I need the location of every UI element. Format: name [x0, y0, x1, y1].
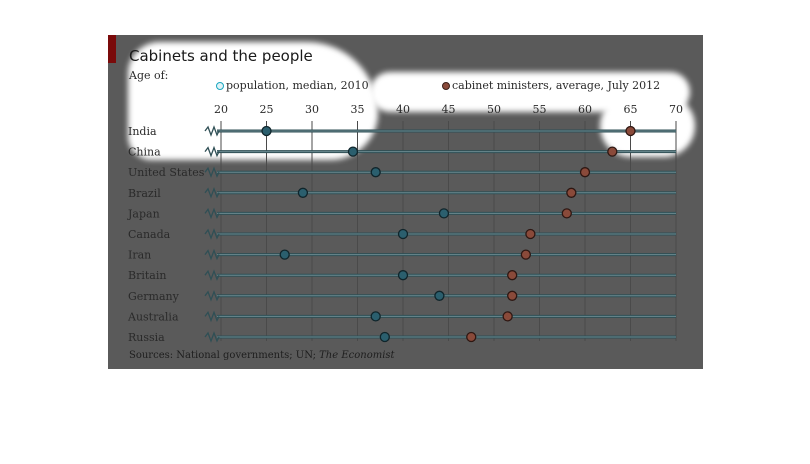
- legend-population-label: population, median, 2010: [226, 79, 369, 92]
- population-dot: [370, 311, 381, 322]
- row-label: China: [128, 146, 161, 159]
- row-label: United States: [128, 166, 205, 179]
- cabinet-dot: [502, 311, 513, 322]
- row-label: Britain: [128, 269, 166, 282]
- population-dot: [297, 187, 309, 198]
- row-label: India: [128, 125, 157, 138]
- zigzag-break-icon: [204, 289, 220, 302]
- row-label: Iran: [128, 249, 151, 262]
- zigzag-break-icon: [204, 331, 220, 343]
- x-tick-label: 20: [214, 103, 228, 116]
- cabinet-dot: [466, 331, 477, 343]
- chart-title: Cabinets and the people: [129, 47, 313, 65]
- cabinet-dot: [520, 249, 532, 260]
- x-tick-label: 45: [442, 103, 456, 116]
- population-dot: [347, 146, 359, 157]
- cabinet-dot: [525, 228, 536, 240]
- row-label: Russia: [128, 331, 165, 344]
- zigzag-break-icon: [204, 228, 220, 240]
- population-dot: [370, 167, 381, 178]
- population-dot: [438, 208, 450, 219]
- source-prefix: Sources: National governments; UN;: [129, 350, 320, 361]
- legend-cabinet: cabinet ministers, average, July 2012: [442, 79, 660, 92]
- zigzag-break-icon: [204, 186, 220, 199]
- x-tick-label: 30: [305, 103, 319, 116]
- row-label: Canada: [128, 228, 171, 241]
- population-dot: [397, 228, 409, 240]
- chart-subtitle: Age of:: [129, 69, 169, 82]
- legend-cabinet-label: cabinet ministers, average, July 2012: [452, 79, 661, 92]
- population-dot: [379, 331, 390, 343]
- population-dot: [434, 290, 445, 301]
- x-tick-label: 40: [396, 103, 410, 116]
- brand-tab: [108, 35, 116, 63]
- row-label: Japan: [127, 207, 160, 220]
- zigzag-break-icon: [204, 125, 220, 137]
- population-dot: [261, 125, 272, 137]
- row-label: Brazil: [128, 187, 161, 200]
- chart-content: Cabinets and the people Age of: populati…: [108, 35, 703, 369]
- dot-plot: 20 25 30 35 40 45 50 55 60 65 70 India China United S…: [127, 103, 683, 344]
- x-tick-label: 50: [487, 103, 501, 116]
- zigzag-break-icon: [204, 248, 220, 261]
- x-tick-label: 25: [260, 103, 274, 116]
- legend-population-marker: [216, 82, 224, 90]
- zigzag-break-icon: [204, 269, 220, 282]
- source-publication: The Economist: [319, 350, 395, 361]
- x-tick-label: 65: [624, 103, 638, 116]
- zigzag-break-icon: [204, 145, 220, 158]
- cabinet-dot: [507, 290, 518, 301]
- legend-population: population, median, 2010: [216, 79, 369, 92]
- zigzag-break-icon: [204, 207, 220, 220]
- x-tick-label: 35: [351, 103, 365, 116]
- cabinet-dot: [579, 167, 591, 178]
- cabinet-dot: [561, 208, 572, 219]
- cabinet-dot: [507, 270, 518, 281]
- x-tick-label: 70: [669, 103, 683, 116]
- cabinet-dot: [625, 125, 636, 137]
- zigzag-break-icon: [204, 310, 220, 323]
- population-dot: [279, 249, 290, 260]
- legend-cabinet-marker: [442, 82, 450, 90]
- row-label: Germany: [128, 290, 180, 303]
- cabinet-dot: [607, 146, 618, 157]
- zigzag-break-icon: [204, 166, 220, 179]
- row-label: Australia: [127, 310, 179, 323]
- x-tick-label: 55: [533, 103, 547, 116]
- source-note: Sources: National governments; UN; The E…: [129, 350, 395, 361]
- x-tick-label: 60: [578, 103, 592, 116]
- cabinet-dot: [566, 187, 577, 198]
- population-dot: [397, 270, 409, 281]
